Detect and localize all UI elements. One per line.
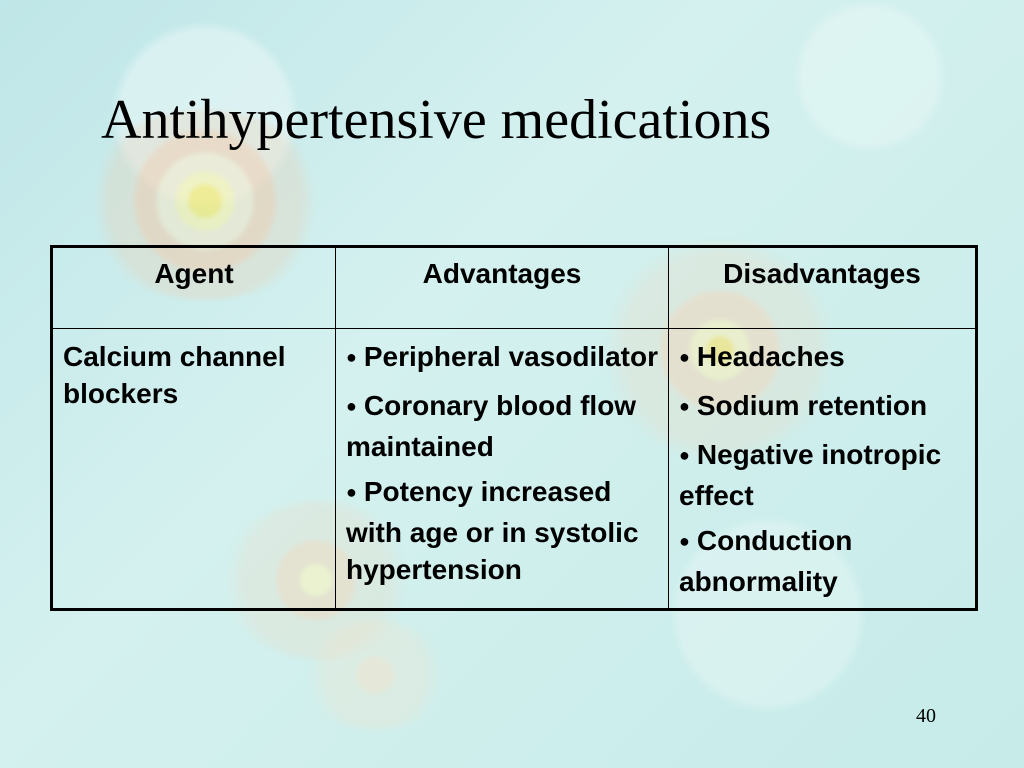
disadvantage-item: ● Headaches <box>679 338 965 379</box>
slide-title: Antihypertensive medications <box>101 89 772 151</box>
table-header-agent: Agent <box>51 246 336 329</box>
agent-name: Calcium channel blockers <box>63 341 286 409</box>
disadvantage-item: ● Conduction abnormality <box>679 522 965 600</box>
disadvantage-text: Conduction abnormality <box>679 525 853 597</box>
advantages-cell: ● Peripheral vasodilator ● Coronary blood … <box>335 328 669 610</box>
advantage-text: Peripheral vasodilator <box>363 341 658 372</box>
disadvantage-text: Headaches <box>696 341 845 372</box>
disadvantage-item: ● Sodium retention <box>679 387 965 428</box>
bullet-icon: ● <box>679 531 690 551</box>
advantage-item: ● Potency increased with age or in systol… <box>346 473 658 588</box>
advantage-text: Potency increased with age or in systoli… <box>346 476 639 585</box>
table-header-row: Agent Advantages Disadvantages <box>51 246 977 329</box>
advantage-text: Coronary blood flow maintained <box>346 390 637 462</box>
bullet-icon: ● <box>679 445 690 465</box>
bullet-icon: ● <box>679 347 690 367</box>
table-row: Calcium channel blockers ● Peripheral vas… <box>51 328 977 610</box>
agent-cell: Calcium channel blockers <box>51 328 336 610</box>
bullet-icon: ● <box>679 396 690 416</box>
page-number: 40 <box>916 705 936 727</box>
background-flower <box>290 620 460 730</box>
disadvantage-text: Negative inotropic effect <box>679 439 942 511</box>
disadvantage-text: Sodium retention <box>696 390 928 421</box>
medication-table-container: Agent Advantages Disadvantages Calcium c… <box>50 245 978 611</box>
table-header-disadvantages: Disadvantages <box>668 246 977 329</box>
disadvantages-cell: ● Headaches ● Sodium retention ● Negative i… <box>668 328 977 610</box>
table-header-advantages: Advantages <box>335 246 669 329</box>
bullet-icon: ● <box>346 347 357 367</box>
bullet-icon: ● <box>346 396 357 416</box>
medication-table: Agent Advantages Disadvantages Calcium c… <box>50 245 978 611</box>
disadvantage-item: ● Negative inotropic effect <box>679 436 965 514</box>
advantage-item: ● Coronary blood flow maintained <box>346 387 658 465</box>
advantage-item: ● Peripheral vasodilator <box>346 338 658 379</box>
bullet-icon: ● <box>346 482 357 502</box>
